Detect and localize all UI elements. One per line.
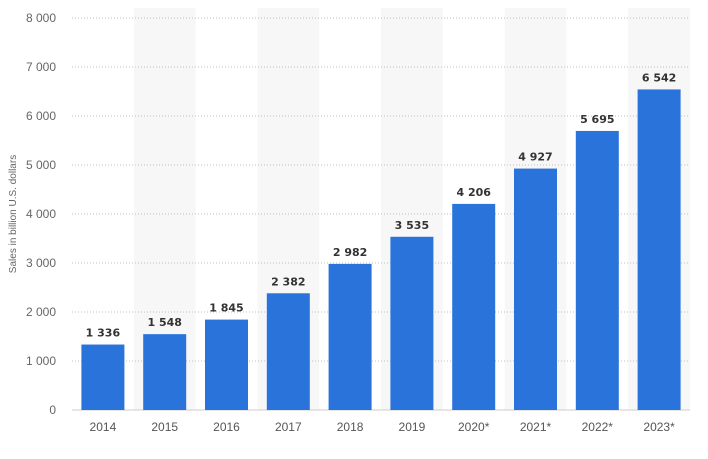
data-label: 2 382 [271, 275, 305, 288]
data-label: 5 695 [580, 113, 614, 126]
bars [81, 89, 681, 410]
bar [266, 293, 310, 410]
y-tick-label: 6 000 [26, 109, 56, 123]
data-label: 1 548 [147, 316, 181, 329]
bar [81, 344, 125, 410]
x-tick-label: 2015 [151, 420, 178, 434]
x-tick-label: 2022* [582, 420, 614, 434]
bar [205, 319, 248, 410]
y-tick-label: 5 000 [26, 158, 56, 172]
x-tick-label: 2016 [213, 420, 240, 434]
data-labels: 1 336 1 548 1 845 2 382 2 982 3 535 4 206 4 927… [86, 71, 677, 339]
x-tick-label: 2019 [399, 420, 426, 434]
x-axis-ticks: 2014 2015 2016 2017 2018 2019 2020* 2021* 2022* 2… [90, 420, 676, 434]
data-label: 6 542 [642, 71, 676, 84]
data-label: 1 845 [209, 302, 243, 315]
x-tick-label: 2018 [337, 420, 364, 434]
y-tick-label: 0 [49, 403, 56, 417]
x-tick-label: 2017 [275, 420, 302, 434]
bar [328, 263, 372, 410]
bar [390, 236, 434, 410]
data-label: 2 982 [333, 246, 367, 259]
data-label: 4 206 [456, 186, 491, 199]
y-axis-ticks: 0 1 000 2 000 3 000 4 000 5 000 6 000 7 000 8 00… [26, 11, 56, 417]
bar [514, 168, 557, 410]
bar [575, 130, 619, 410]
y-tick-label: 2 000 [26, 305, 56, 319]
bar [143, 334, 187, 410]
y-axis-title: Sales in billion U.S. dollars [8, 155, 19, 273]
data-label: 3 535 [395, 219, 429, 232]
data-label: 4 927 [518, 151, 552, 164]
data-label: 1 336 [86, 327, 121, 340]
x-tick-label: 2023* [643, 420, 675, 434]
bar [452, 203, 496, 410]
x-tick-label: 2020* [458, 420, 490, 434]
y-tick-label: 1 000 [26, 354, 56, 368]
y-tick-label: 8 000 [26, 11, 56, 25]
bar [637, 89, 681, 410]
y-tick-label: 4 000 [26, 207, 56, 221]
x-tick-label: 2014 [90, 420, 117, 434]
y-tick-label: 3 000 [26, 256, 56, 270]
x-tick-label: 2021* [520, 420, 552, 434]
y-tick-label: 7 000 [26, 60, 56, 74]
